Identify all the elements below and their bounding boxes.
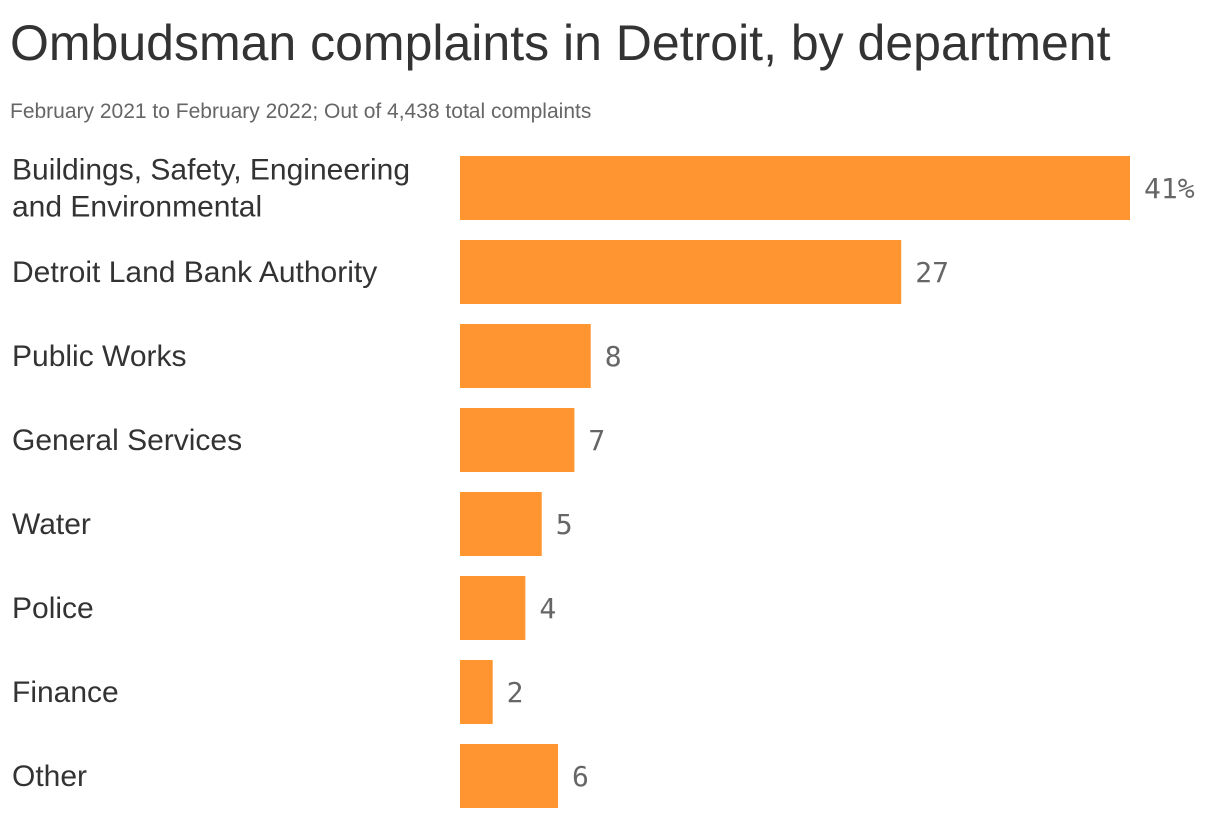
category-label: Finance: [12, 676, 119, 709]
category-label: Buildings, Safety, Engineering and Enviro…: [12, 154, 410, 224]
bar: [460, 744, 559, 808]
bar: [460, 324, 591, 388]
value-label: 27: [915, 256, 949, 289]
category-label-line: Other: [12, 760, 87, 793]
value-label: 6: [572, 760, 589, 793]
bar: [460, 156, 1130, 220]
chart-title: Ombudsman complaints in Detroit, by depa…: [10, 15, 1111, 71]
category-label: Police: [12, 592, 94, 625]
category-label-line: Finance: [12, 676, 119, 709]
bar: [460, 576, 526, 640]
category-label-line: and Environmental: [12, 191, 262, 224]
category-label: Water: [12, 508, 91, 541]
value-label: 8: [605, 340, 622, 373]
category-label: General Services: [12, 424, 242, 457]
category-label-line: Buildings, Safety, Engineering: [12, 154, 410, 187]
category-label-line: Water: [12, 508, 91, 541]
category-label-line: General Services: [12, 424, 242, 457]
bar: [460, 240, 902, 304]
bar: [460, 660, 493, 724]
value-label: 4: [539, 592, 556, 625]
category-label: Other: [12, 760, 87, 793]
category-label: Public Works: [12, 340, 187, 373]
chart-subtitle: February 2021 to February 2022; Out of 4…: [10, 100, 592, 123]
category-label-line: Police: [12, 592, 94, 625]
value-label: 41%: [1144, 172, 1195, 205]
category-label-line: Detroit Land Bank Authority: [12, 256, 377, 289]
value-label: 2: [507, 676, 524, 709]
bar: [460, 492, 542, 556]
bar: [460, 408, 575, 472]
category-label-line: Public Works: [12, 340, 187, 373]
value-label: 7: [588, 424, 605, 457]
category-label: Detroit Land Bank Authority: [12, 256, 377, 289]
value-label: 5: [556, 508, 573, 541]
